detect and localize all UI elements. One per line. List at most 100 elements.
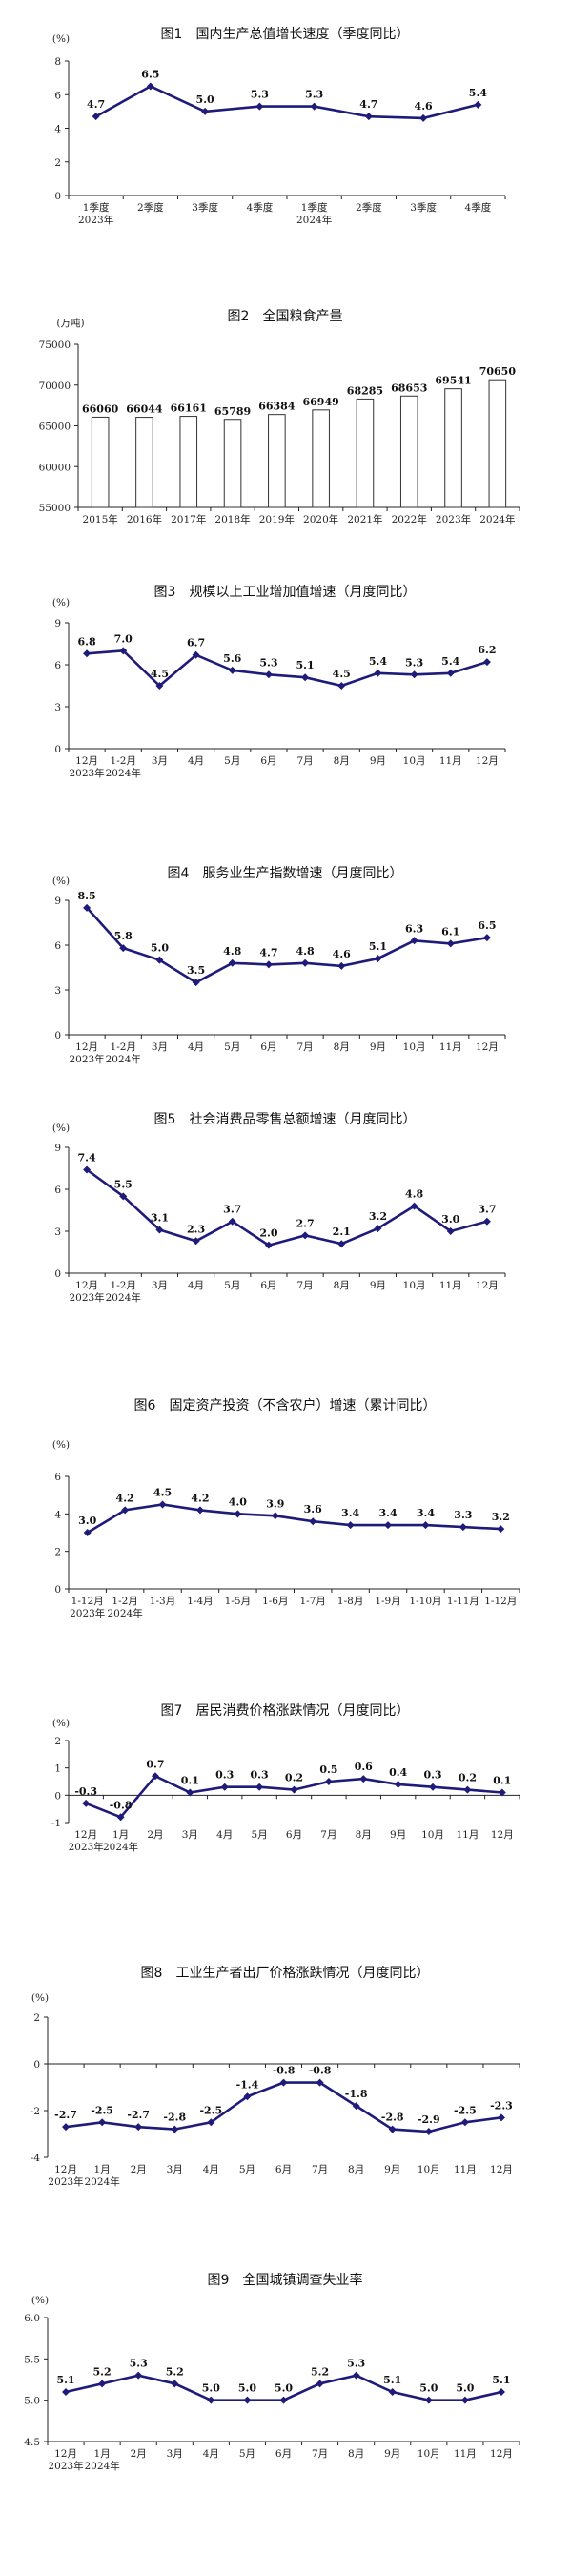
y-tick-label: 3 [54, 985, 61, 997]
data-point [220, 1783, 229, 1791]
x-tick-label: 3月 [152, 1280, 168, 1291]
x-tick-label: 9月 [384, 2448, 400, 2460]
data-point [264, 1241, 273, 1249]
x-tick-label: 8月 [348, 2448, 364, 2460]
data-point [83, 903, 92, 912]
data-point [228, 1217, 236, 1226]
data-label: 66161 [171, 402, 207, 415]
data-label: 4.8 [405, 1188, 423, 1201]
x-tick-label: 12月 [75, 1041, 98, 1053]
x-tick-label: 8月 [334, 1280, 350, 1291]
data-point [352, 2371, 360, 2380]
y-tick-label: 5.0 [24, 2396, 40, 2407]
data-point [228, 958, 236, 967]
data-label: 5.3 [130, 2358, 148, 2370]
x-year-label: 2024年 [108, 1607, 143, 1619]
x-tick-label: 2016年 [127, 513, 162, 526]
data-label: 0.1 [493, 1774, 511, 1786]
data-label: 3.2 [369, 1210, 387, 1223]
data-label: 66384 [258, 401, 296, 413]
x-tick-label: 8月 [356, 1829, 372, 1841]
data-label: 0.5 [319, 1763, 337, 1776]
data-label: 0.4 [389, 1766, 407, 1779]
data-point [352, 2102, 360, 2111]
y-tick-label: 6 [54, 940, 61, 952]
x-tick-label: 10月 [421, 1829, 444, 1841]
x-tick-label: 2季度 [137, 201, 164, 214]
data-point [119, 1192, 128, 1201]
x-tick-label: 1-2月 [111, 1280, 136, 1291]
data-point [497, 2388, 505, 2396]
data-label: 3.0 [441, 1213, 459, 1226]
data-label: 0.3 [423, 1769, 441, 1782]
x-tick-label: 3月 [167, 2164, 183, 2175]
bar [268, 414, 286, 508]
data-label: 6.8 [78, 635, 96, 648]
data-label: 5.2 [166, 2365, 184, 2378]
chart-9: 图9 全国城镇调查失业率 (%) 4.5 5.0 5.5 6.0 12月 1月 2月 3月 4月 5月… [24, 2272, 520, 2472]
data-point [301, 1231, 310, 1240]
x-year-label: 2024年 [296, 214, 332, 226]
x-tick-label: 2季度 [356, 201, 382, 214]
y-tick-label: 5.5 [24, 2354, 40, 2365]
data-label: 4.6 [415, 100, 433, 113]
x-year-label: 2024年 [106, 767, 141, 779]
data-label: -2.3 [490, 2099, 513, 2112]
x-year-label: 2023年 [70, 1607, 105, 1619]
data-label: 5.3 [347, 2358, 365, 2370]
x-tick-label: 6月 [260, 1041, 276, 1053]
data-point [310, 102, 318, 111]
x-tick-label: 1-12月 [484, 1596, 517, 1607]
x-tick-label: 10月 [418, 2164, 440, 2175]
data-label: 5.0 [419, 2382, 438, 2395]
data-label: 6.1 [441, 925, 459, 938]
x-tick-label: 5月 [239, 2164, 255, 2175]
chart-4: 图4 服务业生产指数增速（月度同比） (%) 0 3 6 9 12月 1-2月 3月 4月 5月 6月… [52, 866, 506, 1065]
data-point [316, 2380, 324, 2388]
x-tick-label: 10月 [403, 755, 426, 767]
data-label: 5.6 [223, 652, 241, 665]
x-tick-label: 2024年 [479, 513, 515, 526]
x-tick-label: 3季度 [192, 201, 218, 214]
y-unit-label: (%) [52, 1439, 70, 1451]
data-point [158, 1500, 167, 1509]
x-tick-label: 4月 [188, 1280, 204, 1291]
data-label: 3.5 [187, 964, 205, 977]
x-tick-label: 12月 [54, 2448, 77, 2460]
data-point [171, 2125, 179, 2133]
chart-5: 图5 社会消费品零售总额增速（月度同比） (%) 0 3 6 9 12月 1-2月 3月 4月 5月… [52, 1112, 506, 1304]
x-year-label: 2023年 [69, 1291, 104, 1304]
x-tick-label: 1-4月 [187, 1596, 213, 1607]
data-label: 3.4 [417, 1507, 435, 1519]
data-label: -2.7 [54, 2109, 77, 2121]
x-tick-label: 2月 [131, 2164, 147, 2175]
y-tick-label: 2 [54, 1736, 61, 1747]
data-label: 5.3 [405, 656, 423, 669]
x-tick-label: 6月 [260, 755, 276, 767]
x-tick-label: 1-9月 [375, 1596, 400, 1607]
data-point [83, 1529, 92, 1536]
data-point [424, 2128, 433, 2136]
data-label: 5.3 [251, 89, 269, 101]
x-tick-label: 1-3月 [150, 1596, 175, 1607]
data-label: -2.5 [91, 2104, 113, 2116]
y-tick-label: -1 [51, 1818, 61, 1829]
data-label: 4.8 [296, 945, 315, 958]
data-label: 3.2 [492, 1511, 510, 1523]
x-tick-label: 3月 [167, 2448, 183, 2460]
data-point [171, 2380, 179, 2388]
x-tick-label: 10月 [418, 2448, 440, 2460]
x-year-label: 2024年 [84, 2460, 119, 2472]
data-label: -0.8 [273, 2065, 296, 2077]
x-tick-label: 6月 [260, 1280, 276, 1291]
x-year-label: 2023年 [48, 2460, 83, 2472]
x-tick-label: 7月 [320, 1829, 336, 1841]
data-label: 69541 [435, 375, 471, 387]
data-label: -2.8 [381, 2112, 404, 2124]
y-unit-label: (%) [31, 2295, 49, 2306]
data-point [388, 2125, 397, 2133]
data-label: 5.3 [259, 656, 277, 669]
data-label: 3.0 [78, 1515, 96, 1527]
data-label: -2.8 [163, 2112, 186, 2124]
